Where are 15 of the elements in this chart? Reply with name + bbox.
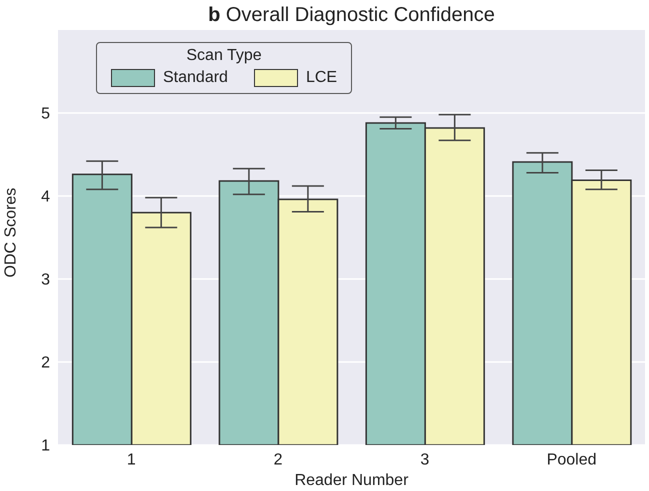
legend-title: Scan Type [185,47,263,65]
y-tick-label: 1 [41,438,50,455]
x-tick-label: Pooled [546,451,597,468]
legend-label: Standard [163,69,228,87]
x-axis-title: Reader Number [294,472,410,489]
chart-title: b Overall Diagnostic Confidence [207,4,496,27]
y-tick-label: 5 [41,106,50,123]
y-axis-title: ODC Scores [2,188,20,278]
x-tick-label: 3 [420,451,430,468]
y-tick-label: 2 [41,354,50,372]
x-tick-label: 2 [274,451,283,468]
y-tick-label: 4 [41,188,50,206]
y-tick-label: 3 [41,272,50,289]
legend-label: LCE [306,69,338,87]
x-tick-label: 1 [126,451,136,468]
